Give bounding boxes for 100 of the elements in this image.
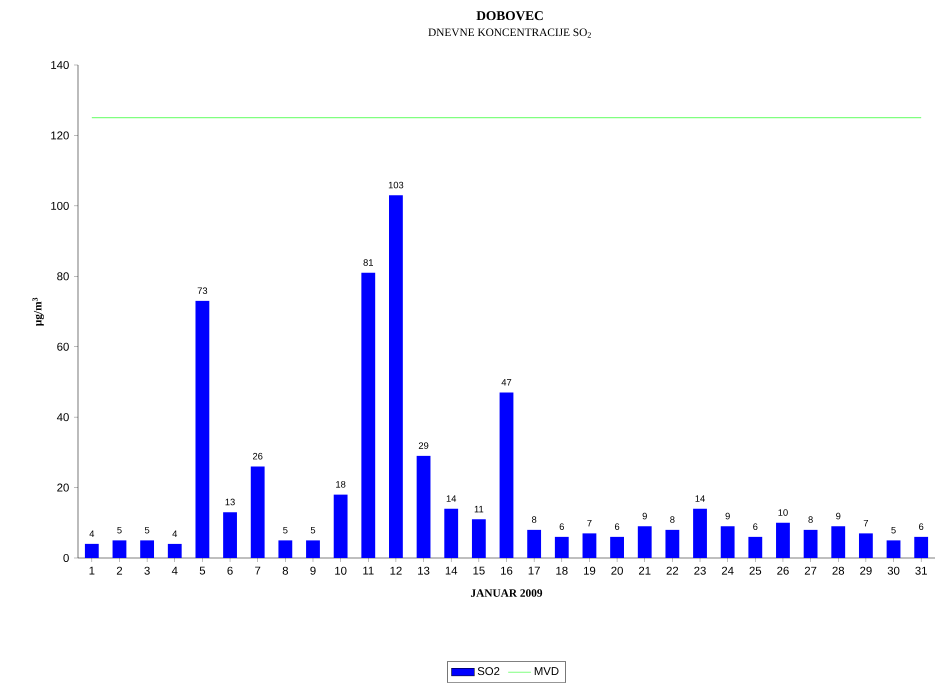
x-tick-label: 2 [116,566,122,575]
y-tick-label: 20 [57,484,69,492]
bar [195,301,210,558]
data-label: 26 [252,453,262,460]
data-label: 4 [89,530,94,538]
bar [250,466,265,558]
bar [527,530,542,558]
data-label: 6 [919,524,924,530]
data-label: 8 [532,516,536,524]
x-tick-label: 24 [722,566,734,575]
x-tick-label: 19 [584,566,596,575]
bar [84,544,99,558]
bar [720,526,735,558]
x-tick-label: 15 [473,566,485,575]
data-label: 5 [144,527,150,534]
data-label: 6 [614,524,620,530]
data-label: 8 [670,516,675,524]
bar [389,195,403,558]
y-tick-label: 120 [51,132,69,140]
data-label: 5 [283,527,288,534]
data-label: 5 [891,527,896,534]
x-tick-label: 6 [227,566,233,575]
data-label: 7 [587,520,592,527]
x-axis-title: JANUAR 2009 [470,589,542,598]
y-tick-label: 100 [51,202,69,210]
y-tick-label: 0 [63,554,69,562]
bar [748,537,762,558]
data-label: 13 [226,498,235,506]
bar [500,392,514,558]
y-axis-title: µg/m$^{3}$ [32,298,44,326]
x-tick-label: 22 [666,566,678,575]
bar [610,537,624,558]
bar [472,519,486,558]
bar [804,530,818,558]
data-label: 9 [726,512,730,520]
bar [306,540,320,558]
x-tick-label: 27 [804,566,816,575]
x-tick-label: 12 [390,566,402,575]
bar [334,494,348,558]
x-tick-label: 17 [528,566,540,575]
x-tick-label: 25 [750,566,762,575]
bar [638,526,652,558]
x-tick-label: 16 [501,566,512,575]
bar [858,534,873,558]
data-label: 73 [198,288,208,294]
data-label: 9 [836,512,840,520]
legend-label: MVD [534,667,559,676]
data-label: 14 [446,496,456,502]
x-tick-label: 7 [255,566,260,575]
x-tick-label: 5 [200,566,206,575]
chart-subtitle: DNEVNE KONCENTRACIJE SO$_{2}$ [428,28,591,38]
x-tick-label: 3 [144,566,150,575]
x-tick-label: 28 [832,566,844,575]
x-tick-label: 8 [282,566,288,575]
x-tick-label: 18 [556,566,568,575]
bar [886,540,900,558]
bar [140,540,154,558]
x-tick-label: 20 [611,566,623,575]
x-tick-label: 30 [888,566,900,575]
x-tick-label: 31 [915,566,927,575]
x-tick-label: 4 [172,566,178,575]
data-label: 4 [172,530,178,538]
chart-title: DOBOVEC [476,11,543,20]
bar [112,540,126,558]
y-tick-label: 60 [57,342,69,351]
y-tick-label: 140 [51,61,69,70]
data-label: 103 [388,182,404,189]
x-tick-label: 26 [777,566,789,575]
data-label: 6 [753,524,758,530]
data-label: 47 [502,379,512,386]
data-label: 29 [418,442,428,450]
x-tick-label: 1 [90,566,94,575]
y-tick-label: 80 [57,272,69,280]
data-label: 81 [363,259,373,266]
bar [582,534,596,558]
bar [693,508,707,558]
x-tick-label: 13 [418,566,430,575]
data-label: 18 [336,481,346,488]
x-tick-label: 9 [310,566,316,575]
bar [168,544,182,558]
data-label: 8 [808,516,813,524]
x-tick-label: 11 [363,566,374,575]
x-tick-label: 21 [638,566,650,575]
bar [831,526,846,558]
bar [416,456,430,558]
bar [554,537,569,558]
data-label: 11 [474,506,484,512]
bar [361,272,376,558]
data-label: 7 [864,520,868,527]
data-label: 9 [642,512,647,520]
y-tick-label: 40 [56,413,69,422]
data-label: 10 [778,509,788,516]
bar [278,540,292,558]
bar [223,512,237,558]
bar [776,522,790,558]
legend-label: SO2 [478,667,500,676]
x-tick-label: 29 [860,566,872,575]
data-label: 14 [696,496,705,502]
x-tick-label: 23 [694,566,706,575]
x-tick-label: 14 [446,566,458,575]
